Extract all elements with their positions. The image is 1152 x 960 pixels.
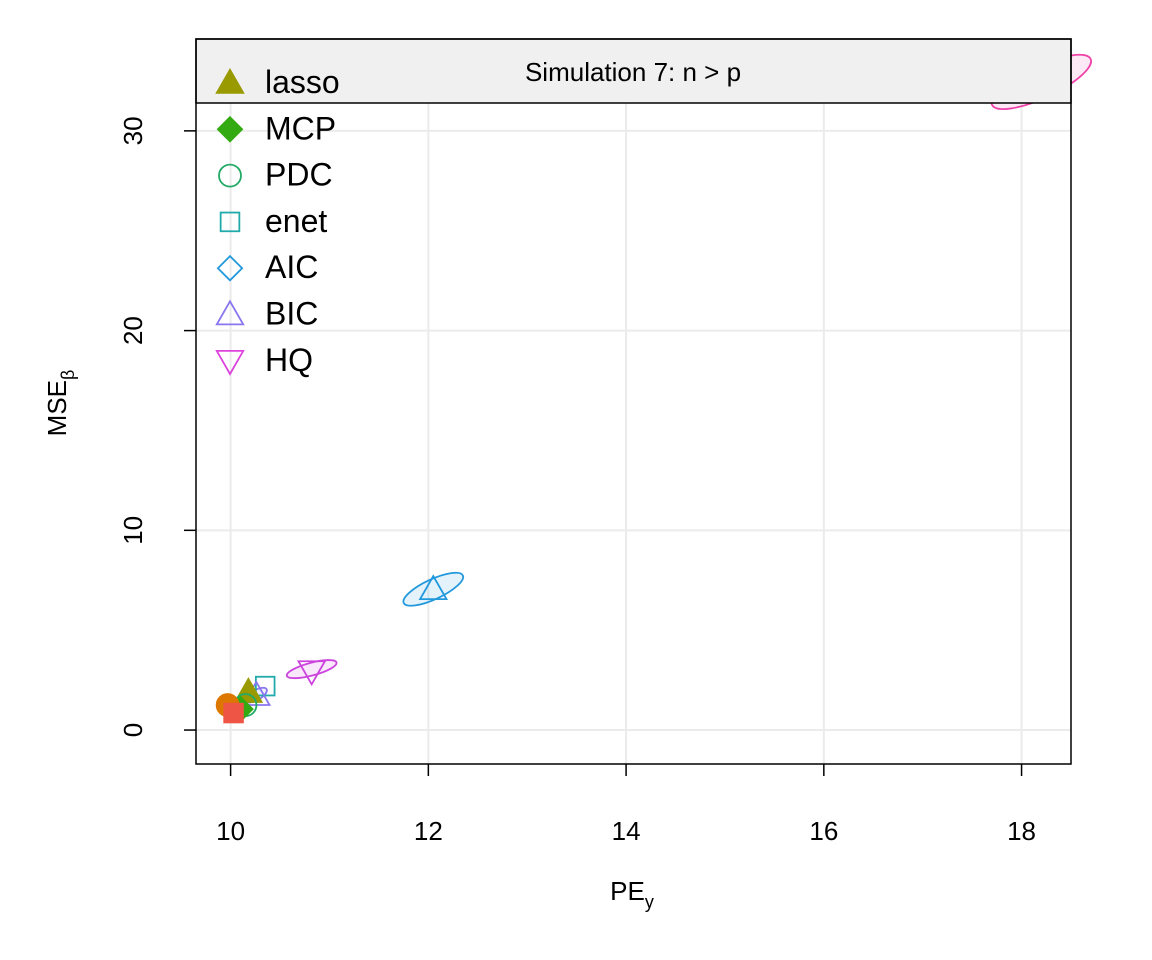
legend-label: HQ xyxy=(265,342,313,378)
legend-item: HQ xyxy=(215,342,313,378)
y-axis-label-main: MSE xyxy=(42,380,72,436)
x-tick-label: 10 xyxy=(216,816,245,846)
legend-label: BIC xyxy=(265,296,318,332)
y-tick-label: 0 xyxy=(118,723,148,737)
confidence-ellipse-2 xyxy=(402,571,465,607)
legend-marker-hq xyxy=(215,349,245,376)
legend-marker-lasso xyxy=(215,67,245,94)
axes: 10 12 14 16 18 0 10 20 30 xyxy=(118,116,1036,846)
x-tick-label: 18 xyxy=(1007,816,1036,846)
legend-label: MCP xyxy=(265,110,336,146)
data-point-ellipse-2 xyxy=(418,574,449,601)
y-axis-label-sub: β xyxy=(58,370,78,380)
y-tick-label: 30 xyxy=(118,116,148,145)
legend-item: AIC xyxy=(216,249,318,285)
chart-title: Simulation 7: n > p xyxy=(525,57,741,87)
x-tick-label: 12 xyxy=(414,816,443,846)
y-axis-label: MSEβ xyxy=(42,370,78,437)
x-axis-label-main: PE xyxy=(610,876,645,906)
legend-item: PDC xyxy=(218,157,333,193)
legend-label: PDC xyxy=(265,157,333,193)
data-point-other-2 xyxy=(223,702,244,724)
legend-marker-enet xyxy=(219,211,241,233)
legend-marker-aic xyxy=(216,254,244,282)
data-point-lasso xyxy=(233,677,264,703)
legend-label: lasso xyxy=(265,64,340,100)
legend: lasso MCP PDC enet AIC BIC HQ xyxy=(215,64,340,378)
y-tick-label: 10 xyxy=(118,516,148,545)
y-tick-label: 20 xyxy=(118,316,148,345)
grid xyxy=(196,103,1071,764)
legend-marker-pdc xyxy=(218,163,242,188)
legend-item: BIC xyxy=(215,296,318,332)
legend-label: AIC xyxy=(265,249,318,285)
ellipses xyxy=(244,53,1092,704)
legend-item: lasso xyxy=(215,64,340,100)
plot-frame xyxy=(195,38,1072,765)
legend-item: MCP xyxy=(216,110,336,146)
data-point-HQ xyxy=(296,660,327,687)
confidence-ellipse-3 xyxy=(285,659,338,680)
legend-marker-bic xyxy=(215,299,245,326)
data-point-enet xyxy=(254,675,276,697)
points xyxy=(215,71,1048,724)
legend-item: enet xyxy=(219,203,327,239)
legend-marker-mcp xyxy=(216,115,244,143)
x-axis-label-sub: y xyxy=(645,892,654,912)
x-axis-label: PEy xyxy=(610,876,654,912)
legend-label: enet xyxy=(265,203,327,239)
x-tick-label: 14 xyxy=(612,816,641,846)
x-tick-label: 16 xyxy=(809,816,838,846)
